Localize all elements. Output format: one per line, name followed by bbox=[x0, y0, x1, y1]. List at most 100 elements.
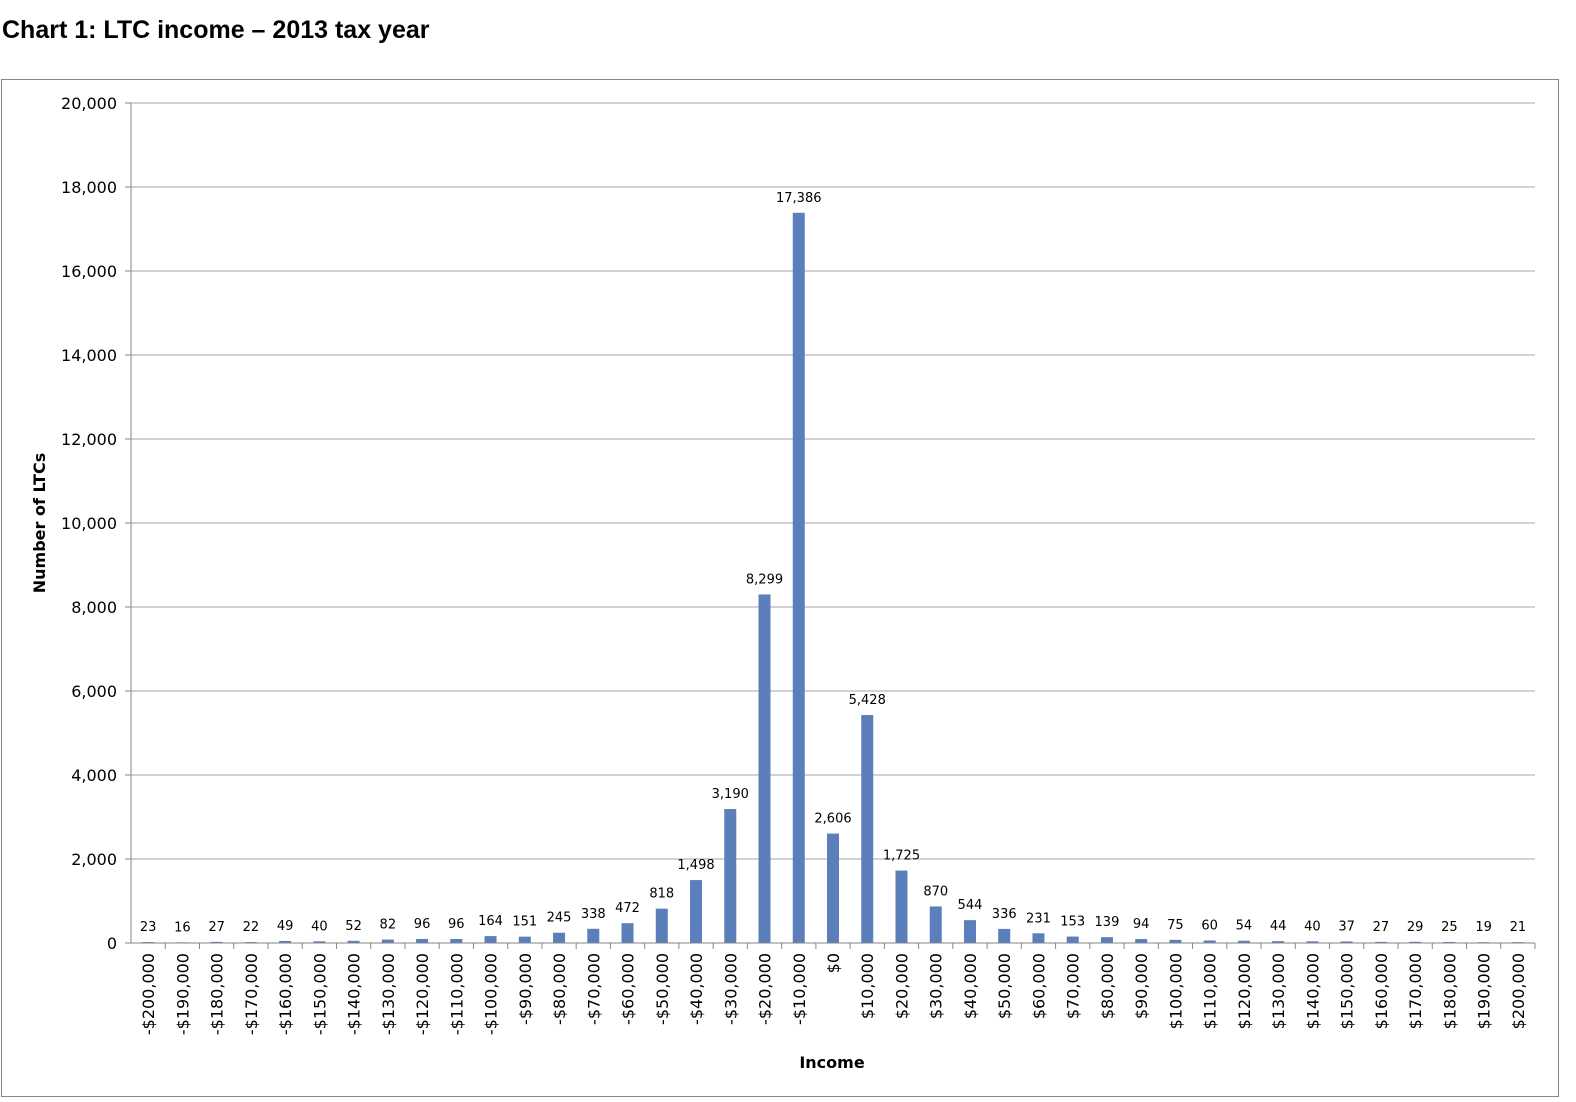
data-label: 151 bbox=[512, 915, 537, 930]
x-tick-label: $140,000 bbox=[1303, 953, 1322, 1029]
data-label: 818 bbox=[649, 887, 674, 902]
y-tick-label: 20,000 bbox=[61, 94, 117, 113]
x-tick-label: $80,000 bbox=[1098, 953, 1117, 1019]
data-label: 60 bbox=[1201, 918, 1218, 933]
data-label: 37 bbox=[1338, 919, 1355, 934]
x-tick-label: $150,000 bbox=[1338, 953, 1357, 1029]
bar bbox=[861, 715, 874, 943]
bar bbox=[963, 920, 976, 943]
x-tick-label: $170,000 bbox=[1406, 953, 1425, 1029]
bar bbox=[1272, 941, 1285, 943]
data-label: 94 bbox=[1133, 917, 1150, 932]
x-tick-label: -$90,000 bbox=[516, 953, 535, 1025]
page-title: Chart 1: LTC income – 2013 tax year bbox=[2, 16, 430, 44]
data-label: 2,606 bbox=[814, 812, 851, 827]
data-label: 21 bbox=[1510, 920, 1527, 935]
x-tick-label: $180,000 bbox=[1440, 953, 1459, 1029]
x-tick-label: $200,000 bbox=[1509, 953, 1528, 1029]
data-label: 23 bbox=[140, 920, 157, 935]
data-label: 5,428 bbox=[849, 693, 886, 708]
chart-frame bbox=[1, 79, 1559, 1097]
data-label: 29 bbox=[1407, 920, 1424, 935]
bar bbox=[655, 908, 668, 943]
y-tick-label: 18,000 bbox=[61, 178, 117, 197]
data-label: 27 bbox=[1373, 920, 1390, 935]
data-label: 22 bbox=[243, 920, 260, 935]
data-label: 96 bbox=[448, 917, 465, 932]
bar bbox=[1409, 941, 1422, 943]
y-axis-title: Number of LTCs bbox=[30, 453, 49, 593]
bar bbox=[1135, 939, 1148, 943]
data-label: 40 bbox=[1304, 919, 1321, 934]
x-tick-label: -$140,000 bbox=[345, 953, 364, 1035]
data-label: 544 bbox=[958, 898, 983, 913]
y-axis-tick-labels: 0 2,000 4,000 6,000 8,000 10,000 12,000 14,000 1… bbox=[61, 94, 117, 953]
x-tick-label: $20,000 bbox=[892, 953, 911, 1019]
data-label: 40 bbox=[311, 919, 328, 934]
x-axis-title: Income bbox=[799, 1053, 864, 1072]
x-tick-label: -$120,000 bbox=[413, 953, 432, 1035]
y-tick-label: 14,000 bbox=[61, 346, 117, 365]
bar bbox=[381, 939, 394, 943]
x-tick-label: $70,000 bbox=[1064, 953, 1083, 1019]
bar bbox=[484, 936, 497, 943]
x-tick-label: -$110,000 bbox=[447, 953, 466, 1035]
bar bbox=[313, 941, 326, 943]
x-tick-label: $130,000 bbox=[1269, 953, 1288, 1029]
x-tick-label: -$50,000 bbox=[653, 953, 672, 1025]
data-label: 16 bbox=[174, 920, 191, 935]
x-tick-label: -$190,000 bbox=[173, 953, 192, 1035]
data-label: 19 bbox=[1475, 920, 1492, 935]
bar bbox=[621, 923, 634, 943]
bar bbox=[792, 212, 805, 944]
x-tick-label: -$180,000 bbox=[208, 953, 227, 1035]
x-tick-label: -$20,000 bbox=[756, 953, 775, 1025]
y-tick-label: 2,000 bbox=[71, 850, 117, 869]
bar bbox=[553, 932, 566, 943]
x-tick-label: -$60,000 bbox=[619, 953, 638, 1025]
x-tick-label: $90,000 bbox=[1132, 953, 1151, 1019]
x-tick-label: -$10,000 bbox=[790, 953, 809, 1025]
data-label: 1,498 bbox=[677, 858, 714, 873]
x-tick-label: $60,000 bbox=[1029, 953, 1048, 1019]
bar bbox=[279, 940, 292, 943]
bar bbox=[450, 938, 463, 943]
data-label: 164 bbox=[478, 914, 503, 929]
data-label: 139 bbox=[1095, 915, 1120, 930]
x-tick-label: $190,000 bbox=[1475, 953, 1494, 1029]
bar bbox=[210, 941, 223, 943]
y-tick-label: 4,000 bbox=[71, 766, 117, 785]
y-tick-label: 0 bbox=[107, 934, 117, 953]
y-tick-label: 10,000 bbox=[61, 514, 117, 533]
x-tick-label: -$70,000 bbox=[584, 953, 603, 1025]
data-label: 17,386 bbox=[776, 191, 822, 206]
bar bbox=[724, 809, 737, 943]
bar bbox=[1203, 940, 1216, 943]
x-tick-label: $160,000 bbox=[1372, 953, 1391, 1029]
data-label: 153 bbox=[1060, 915, 1085, 930]
x-tick-label: -$100,000 bbox=[482, 953, 501, 1035]
x-tick-label: -$80,000 bbox=[550, 953, 569, 1025]
gridlines bbox=[131, 102, 1535, 860]
bar bbox=[758, 594, 771, 943]
bar bbox=[1374, 941, 1387, 943]
data-label: 75 bbox=[1167, 918, 1184, 933]
data-label: 49 bbox=[277, 919, 294, 934]
data-label: 3,190 bbox=[712, 787, 749, 802]
x-tick-label: -$30,000 bbox=[721, 953, 740, 1025]
x-tick-label: $50,000 bbox=[995, 953, 1014, 1019]
bar bbox=[347, 940, 360, 943]
x-tick-label: $10,000 bbox=[858, 953, 877, 1019]
x-tick-label: -$200,000 bbox=[139, 953, 158, 1035]
bar bbox=[1306, 941, 1319, 943]
x-tick-label: $110,000 bbox=[1201, 953, 1220, 1029]
data-label: 231 bbox=[1026, 911, 1051, 926]
x-tick-label: -$40,000 bbox=[687, 953, 706, 1025]
x-axis-tick-labels: -$200,000 -$190,000 -$180,000 -$170,000 -$16… bbox=[139, 953, 1528, 1035]
bar bbox=[1169, 939, 1182, 943]
y-tick-label: 16,000 bbox=[61, 262, 117, 281]
bar bbox=[587, 928, 600, 943]
bar bbox=[827, 833, 839, 943]
y-tick-label: 8,000 bbox=[71, 598, 117, 617]
data-label: 54 bbox=[1236, 919, 1253, 934]
